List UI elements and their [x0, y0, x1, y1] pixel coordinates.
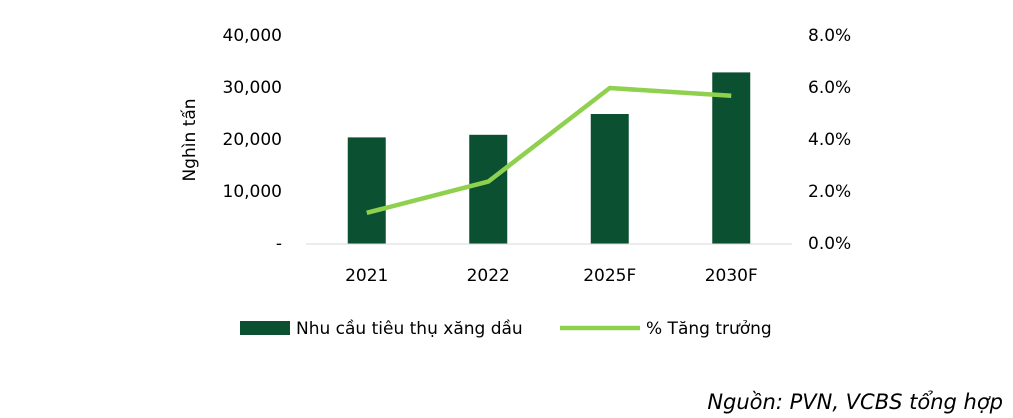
- y2-tick-label: 0.0%: [808, 234, 851, 254]
- x-tick-label: 2030F: [705, 266, 758, 286]
- legend-label: Nhu cầu tiêu thụ xăng dầu: [296, 318, 523, 339]
- line-series: [366, 85, 732, 215]
- bar: [590, 114, 629, 244]
- y2-tick-label: 8.0%: [808, 26, 851, 46]
- legend-swatch: [240, 321, 290, 335]
- y2-tick-label: 4.0%: [808, 130, 851, 150]
- x-tick-label: 2021: [345, 266, 388, 286]
- legend-label: % Tăng trưởng: [646, 319, 772, 339]
- y-tick-label: -: [276, 234, 282, 254]
- y2-tick-label: 2.0%: [808, 182, 851, 202]
- y-tick-label: 10,000: [223, 182, 282, 202]
- y-tick-label: 30,000: [223, 78, 282, 98]
- source-note: Nguồn: PVN, VCBS tổng hợp: [707, 390, 1003, 414]
- x-tick-label: 2022: [467, 266, 510, 286]
- x-tick-label: 2025F: [583, 266, 636, 286]
- bar: [712, 72, 751, 245]
- y2-tick-label: 6.0%: [808, 78, 851, 98]
- y-tick-label: 40,000: [223, 26, 282, 46]
- bar: [469, 134, 508, 244]
- y-axis-label: Nghìn tấn: [179, 98, 200, 181]
- bar: [347, 137, 386, 244]
- y-tick-label: 20,000: [223, 130, 282, 150]
